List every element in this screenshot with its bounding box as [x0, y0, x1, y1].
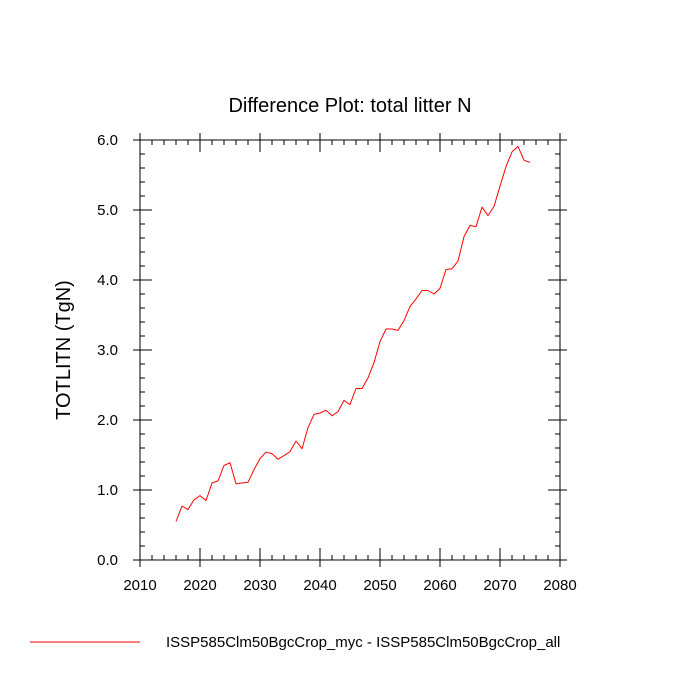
plot-frame: [139, 139, 561, 561]
y-tick-label: 6.0: [97, 132, 118, 149]
x-tick-label: 2070: [483, 577, 516, 594]
y-tick-label: 0.0: [97, 552, 118, 569]
x-tick-label: 2030: [243, 577, 276, 594]
x-tick-label: 2060: [423, 577, 456, 594]
legend: ISSP585Clm50BgcCrop_myc - ISSP585Clm50Bg…: [30, 634, 560, 651]
plot-lines: [175, 145, 531, 522]
y-tick-label: 2.0: [97, 412, 118, 429]
x-tick-label: 2040: [303, 577, 336, 594]
y-tick-label: 3.0: [97, 342, 118, 359]
plot-axes: 2010 2020 2030 2040 2050 2060 2070 2080 0.0 1.0 2.…: [97, 132, 577, 594]
x-tick-label: 2050: [363, 577, 396, 594]
y-tick-label: 5.0: [97, 202, 118, 219]
x-tick-label: 2010: [123, 577, 156, 594]
x-tick-label: 2080: [543, 577, 576, 594]
y-axis-label: TOTLITN (TgN): [53, 280, 75, 420]
legend-label: ISSP585Clm50BgcCrop_myc - ISSP585Clm50Bg…: [166, 634, 560, 651]
series-line: [175, 145, 531, 522]
y-tick-label: 1.0: [97, 482, 118, 499]
y-tick-label: 4.0: [97, 272, 118, 289]
chart-title: Difference Plot: total litter N: [228, 95, 471, 117]
x-tick-label: 2020: [183, 577, 216, 594]
